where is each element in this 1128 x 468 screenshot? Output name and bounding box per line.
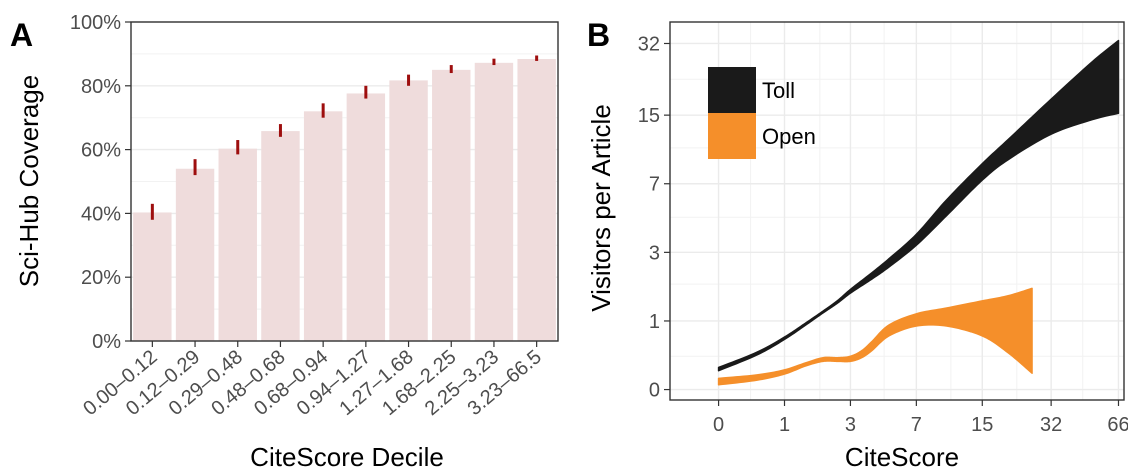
x-tick-label: 7 <box>911 414 922 436</box>
bar <box>261 131 300 341</box>
legend-key-toll <box>708 67 756 113</box>
bar <box>303 111 343 341</box>
y-tick-label: 40% <box>81 203 121 225</box>
y-tick-label: 7 <box>649 174 660 196</box>
x-tick-label: 1 <box>779 414 790 436</box>
panel-b-border <box>669 21 1125 401</box>
panel-b: B 0 1 3 7 15 32 0 1 3 7 15 32 66 Toll Open CiteScore… <box>586 17 1128 468</box>
bar <box>389 80 428 341</box>
panel-b-legend: Toll Open <box>708 67 816 159</box>
y-tick-label: 0 <box>649 380 660 402</box>
y-tick-label: 15 <box>638 105 660 127</box>
ribbon-toll <box>717 39 1120 372</box>
panel-b-x-axis-title: CiteScore <box>845 442 959 468</box>
panel-letter-b: B <box>587 17 610 53</box>
panel-a-bars <box>133 59 556 342</box>
x-tick-label: 0 <box>713 414 724 436</box>
y-tick-label: 3 <box>649 242 660 264</box>
y-tick-label: 1 <box>649 311 660 333</box>
y-tick-label: 60% <box>81 140 121 162</box>
y-tick-label: 20% <box>81 267 121 289</box>
x-tick-label: 66 <box>1107 414 1128 436</box>
y-tick-label: 100% <box>70 12 121 34</box>
legend-key-open <box>708 113 756 159</box>
bar <box>474 62 514 341</box>
bar <box>175 168 215 341</box>
panel-a-y-axis-title: Sci-Hub Coverage <box>14 75 44 287</box>
x-tick-label: 3 <box>845 414 856 436</box>
panel-a-x-axis-title: CiteScore Decile <box>250 442 444 468</box>
y-tick-label: 32 <box>638 33 660 55</box>
panel-a-error-bars <box>150 55 539 220</box>
bar <box>218 148 257 341</box>
bar <box>432 69 471 341</box>
ribbon-open <box>717 287 1033 386</box>
legend-label-open: Open <box>762 124 816 149</box>
bar <box>517 59 556 342</box>
panel-a-border <box>130 21 559 342</box>
bar <box>346 93 386 342</box>
legend-label-toll: Toll <box>762 78 795 103</box>
panel-b-ribbons <box>717 39 1120 386</box>
x-tick-label: 32 <box>1040 414 1062 436</box>
panel-b-y-axis-title: Visitors per Article <box>586 104 616 312</box>
panel-a: A 0% 20% 40% 60% 80% 100% 0.00–0.120.12–0.290… <box>10 12 559 468</box>
bar <box>133 212 172 341</box>
x-tick-label: 15 <box>971 414 993 436</box>
y-tick-label: 80% <box>81 76 121 98</box>
panel-b-x-ticks: 0 1 3 7 15 32 66 <box>713 400 1128 436</box>
panel-b-y-ticks: 0 1 3 7 15 32 <box>638 33 670 402</box>
panel-a-x-ticks: 0.00–0.120.12–0.290.29–0.480.48–0.680.68… <box>79 341 546 420</box>
y-tick-label: 0% <box>92 331 121 353</box>
panel-a-y-ticks: 0% 20% 40% 60% 80% 100% <box>70 12 131 353</box>
panel-letter-a: A <box>10 17 33 53</box>
